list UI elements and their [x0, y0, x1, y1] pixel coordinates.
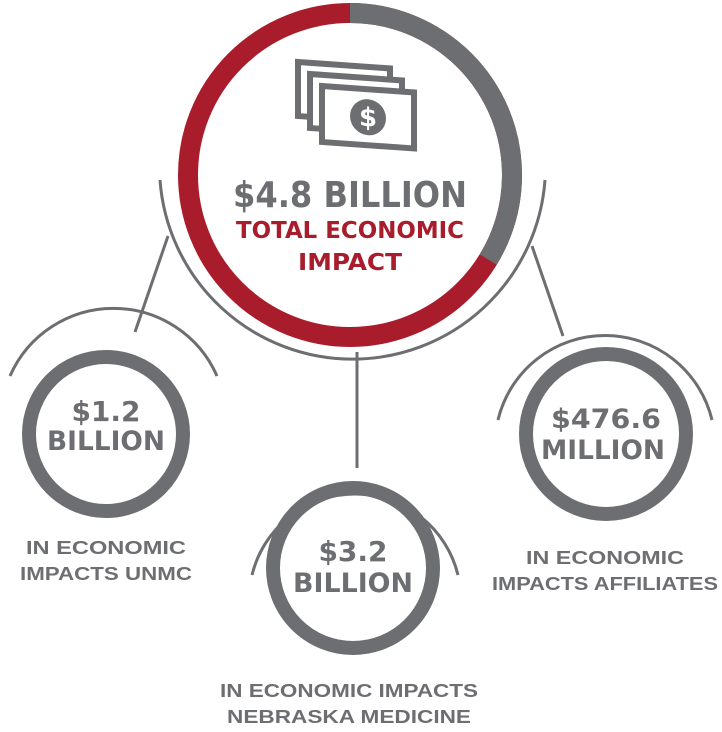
unmc-caption-line1: IN ECONOMIC — [26, 538, 186, 558]
nebraska-medicine-caption-line2: NEBRASKA MEDICINE — [227, 707, 471, 727]
affiliates-caption-line1: IN ECONOMIC — [526, 548, 684, 568]
affiliates-unit: MILLION — [541, 435, 665, 466]
nebraska-medicine-amount: $3.2 — [318, 535, 387, 568]
total-impact-ring-gray-segment — [349, 3, 522, 265]
affiliates-outer-arc — [496, 334, 714, 421]
connector-line-unmc — [133, 235, 170, 333]
nebraska-medicine-caption-line1: IN ECONOMIC IMPACTS — [220, 681, 478, 701]
unmc-impact-group: $1.2 BILLION IN ECONOMIC IMPACTS UNMC — [8, 306, 219, 584]
nebraska-medicine-impact-group: $3.2 BILLION IN ECONOMIC IMPACTS NEBRASK… — [220, 481, 478, 727]
affiliates-amount: $476.6 — [551, 404, 661, 435]
connector-line-affiliates — [530, 245, 565, 337]
nebraska-medicine-unit: BILLION — [293, 568, 413, 599]
currency-symbol: $ — [359, 103, 377, 134]
unmc-caption-line2: IMPACTS UNMC — [20, 564, 192, 584]
total-impact-ring — [178, 3, 522, 347]
affiliates-ring — [519, 347, 693, 521]
nebraska-medicine-ring — [266, 481, 440, 655]
unmc-amount: $1.2 — [71, 395, 140, 428]
total-label-line2: IMPACT — [298, 250, 402, 276]
total-label-line1: TOTAL ECONOMIC — [236, 218, 464, 244]
unmc-outer-arc — [8, 306, 219, 377]
unmc-ring — [22, 350, 190, 518]
money-bills-icon: $ — [295, 58, 417, 152]
affiliates-caption-line2: IMPACTS AFFILIATES — [492, 574, 718, 594]
total-amount: $4.8 BILLION — [233, 175, 467, 216]
main-outer-arc — [158, 179, 547, 361]
affiliates-impact-group: $476.6 MILLION IN ECONOMIC IMPACTS AFFIL… — [492, 334, 718, 594]
unmc-unit: BILLION — [47, 426, 165, 457]
